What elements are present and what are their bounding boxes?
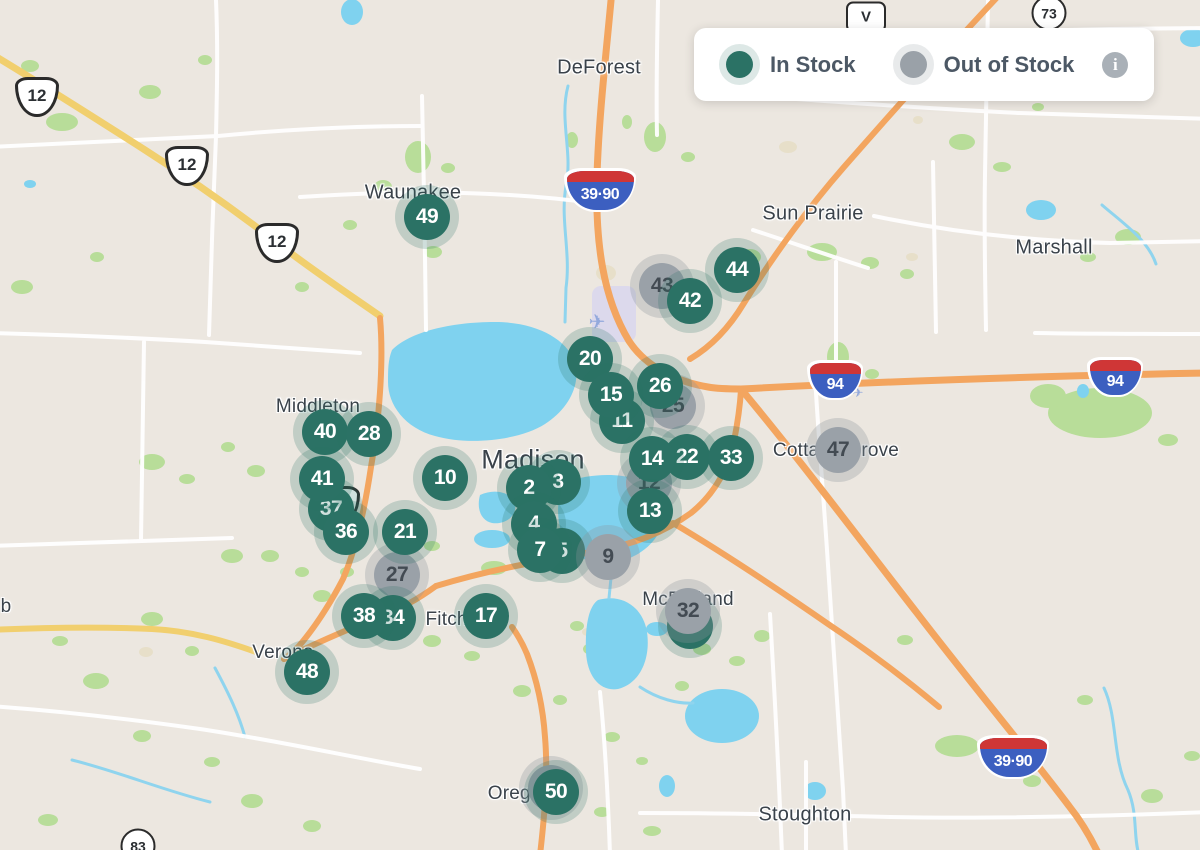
map-pin-15[interactable]: 15: [588, 372, 634, 418]
pin-count: 7: [534, 538, 546, 561]
map-pin-38[interactable]: 38: [341, 593, 387, 639]
pin-count: 33: [719, 446, 743, 469]
pin-count: 41: [310, 467, 334, 490]
map-pin-7[interactable]: 7: [517, 527, 563, 573]
pin-count: 48: [295, 660, 319, 683]
pin-count: 40: [313, 420, 337, 443]
map-pin-27[interactable]: 27: [374, 552, 420, 598]
roads-yellow: [0, 54, 384, 655]
pin-count: 50: [544, 780, 568, 803]
map-pin-50[interactable]: 50: [533, 769, 579, 815]
map-pin-47[interactable]: 47: [815, 427, 861, 473]
pin-count: 3: [552, 470, 564, 493]
pin-count: 17: [474, 604, 498, 627]
map-pin-10[interactable]: 10: [422, 455, 468, 501]
pin-count: 47: [826, 438, 850, 461]
pin-count: 10: [433, 466, 457, 489]
pin-count: 36: [334, 520, 358, 543]
pin-count: 32: [676, 599, 700, 622]
map-pin-33[interactable]: 33: [708, 435, 754, 481]
pin-count: 22: [675, 445, 699, 468]
out-of-stock-dot: [899, 51, 927, 78]
pin-count: 20: [578, 347, 602, 370]
rivers-layer: [70, 84, 1158, 850]
pin-count: 15: [599, 383, 623, 406]
pin-count: 27: [385, 563, 409, 586]
out-of-stock-label: Out of Stock: [943, 51, 1075, 77]
pin-count: 26: [648, 374, 672, 397]
pin-count: 38: [352, 604, 376, 627]
pin-count: 21: [393, 520, 417, 543]
pin-count: 42: [678, 289, 702, 312]
map-pin-48[interactable]: 48: [284, 649, 330, 695]
map-pin-21[interactable]: 21: [382, 509, 428, 555]
pin-count: 4: [528, 512, 540, 535]
map-pin-20[interactable]: 20: [567, 336, 613, 382]
map-pin-42[interactable]: 42: [667, 278, 713, 324]
pin-count: 9: [602, 545, 614, 568]
map-pin-44[interactable]: 44: [714, 247, 760, 293]
in-stock-label: In Stock: [770, 51, 856, 77]
map-pin-28[interactable]: 28: [346, 411, 392, 457]
pin-count: 44: [725, 258, 749, 281]
map-pin-32[interactable]: 32: [665, 588, 711, 634]
legend-card: In Stock Out of Stock i: [694, 28, 1155, 101]
map-pin-9[interactable]: 9: [585, 534, 631, 580]
map-pin-41[interactable]: 41: [299, 456, 345, 502]
map-pin-26[interactable]: 26: [637, 363, 683, 409]
map-pin-40[interactable]: 40: [302, 409, 348, 455]
in-stock-dot: [726, 51, 753, 78]
pin-count: 34: [381, 606, 405, 629]
info-icon[interactable]: i: [1102, 51, 1129, 78]
pin-count: 2: [523, 476, 535, 499]
map-pin-36[interactable]: 36: [323, 509, 369, 555]
map-pin-13[interactable]: 13: [627, 488, 673, 534]
pin-count: 13: [638, 499, 662, 522]
pin-count: 49: [415, 205, 439, 228]
map-pin-49[interactable]: 49: [404, 194, 450, 240]
pin-count: 28: [357, 422, 381, 445]
map-pin-17[interactable]: 17: [463, 593, 509, 639]
map-pin-14[interactable]: 14: [629, 436, 675, 482]
pin-count: 14: [640, 447, 664, 470]
